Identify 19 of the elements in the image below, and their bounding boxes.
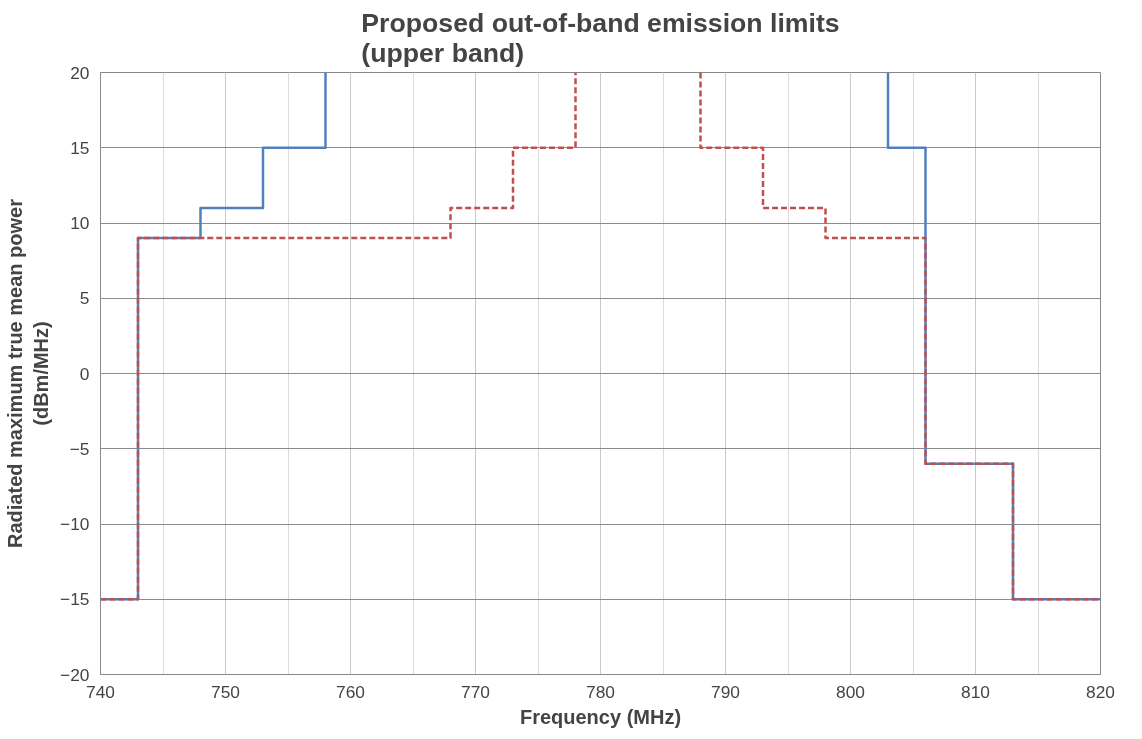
- y-tick-label: −15: [60, 589, 90, 610]
- chart-title: Proposed out-of-band emission limits (upper band): [361, 7, 840, 68]
- y-tick-label: 10: [70, 213, 90, 233]
- x-tick-label: 760: [336, 681, 365, 702]
- y-axis-title: Radiated maximum true mean power (dBm/MHz): [3, 198, 53, 548]
- y-tick-label: 0: [79, 363, 90, 384]
- x-tick-label: 790: [711, 681, 740, 702]
- y-tick-label: 20: [70, 62, 90, 83]
- x-tick-label: 820: [1086, 681, 1115, 702]
- y-tick-label: −5: [69, 438, 90, 459]
- x-axis-title: Frequency (MHz): [519, 705, 682, 728]
- x-tick-label: 750: [211, 681, 240, 702]
- y-tick-label: −10: [60, 514, 90, 534]
- x-tick-label: 770: [461, 681, 490, 702]
- x-tick-label: 780: [586, 681, 615, 702]
- x-tick-label: 800: [836, 681, 865, 702]
- x-tick-label: 810: [961, 681, 990, 702]
- y-tick-label: 5: [79, 288, 90, 309]
- y-tick-label: 15: [70, 137, 90, 158]
